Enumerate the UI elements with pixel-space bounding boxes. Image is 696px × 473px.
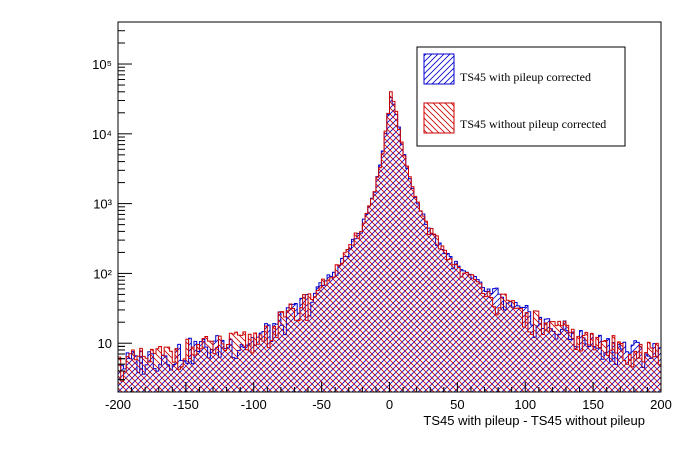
x-tick-label: 50 <box>450 397 464 412</box>
x-axis-title: TS45 with pileup - TS45 without pileup <box>423 413 645 428</box>
y-tick-label: 10³ <box>93 197 112 212</box>
series-without-pileup-corrected <box>118 91 661 392</box>
x-tick-label: 150 <box>582 397 604 412</box>
legend-swatch-with-pileup <box>423 53 455 85</box>
y-tick-label: 10² <box>93 266 112 281</box>
legend-swatch-without-pileup <box>423 102 455 134</box>
x-tick-label: 100 <box>514 397 536 412</box>
legend-label-without-pileup: TS45 without pileup corrected <box>460 117 606 131</box>
x-axis: -200 -150 -100 -50 0 50 100 150 200 <box>105 382 672 412</box>
x-tick-label: 0 <box>386 397 393 412</box>
x-tick-label: -150 <box>173 397 199 412</box>
x-tick-label: -50 <box>312 397 331 412</box>
y-axis: 10 10² 10³ 10⁴ 10⁵ <box>92 21 132 393</box>
y-tick-label: 10 <box>98 336 112 351</box>
y-tick-label: 10⁴ <box>92 127 112 142</box>
x-tick-label: -100 <box>241 397 267 412</box>
x-tick-label: -200 <box>105 397 131 412</box>
x-tick-label: 200 <box>650 397 672 412</box>
y-tick-label: 10⁵ <box>92 57 112 72</box>
legend-label-with-pileup: TS45 with pileup corrected <box>460 70 591 84</box>
legend: TS45 with pileup corrected TS45 without … <box>416 46 626 147</box>
series-layer <box>118 91 661 392</box>
